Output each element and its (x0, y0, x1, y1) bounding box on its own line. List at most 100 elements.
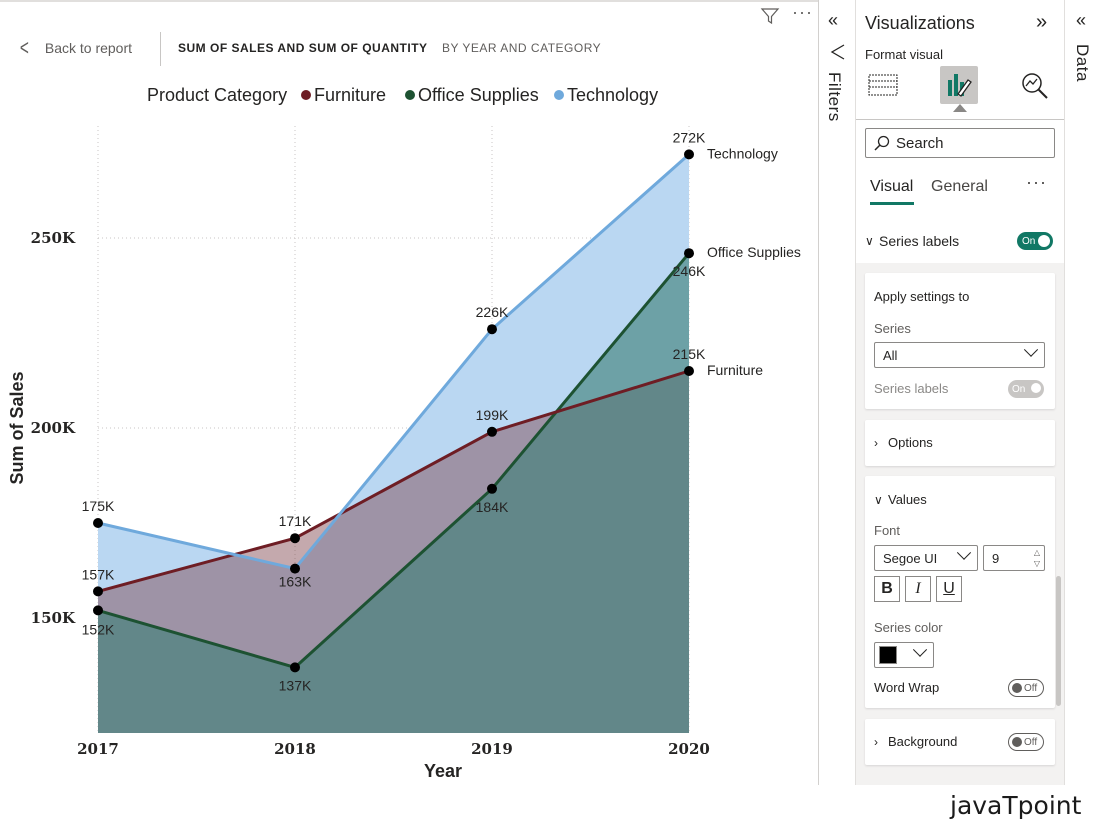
area-office-supplies (98, 253, 689, 733)
background-card[interactable]: › Background Off (865, 719, 1055, 765)
options-row: › Options (874, 435, 933, 450)
font-size-value: 9 (992, 550, 1000, 566)
legend-marker-office-supplies (405, 90, 415, 100)
point-technology (290, 563, 300, 574)
point-furniture (487, 426, 497, 437)
search-input[interactable] (896, 134, 1046, 152)
format-pane-scrollbar[interactable] (1056, 576, 1061, 706)
report-canvas: < Back to report SUM OF SALES AND SUM OF… (0, 0, 818, 781)
format-visual-tab[interactable] (940, 66, 978, 104)
bottom-strip (0, 785, 1100, 833)
legend-title: Product Category (147, 85, 287, 105)
line-technology (97, 153, 690, 571)
point-office-supplies (684, 248, 694, 259)
series-label-furniture: Furniture (707, 362, 763, 378)
visualizations-header: Visualizations » Format visual (856, 0, 1064, 120)
tab-visual[interactable]: Visual (870, 178, 914, 195)
series-label-office-supplies: Office Supplies (707, 244, 801, 260)
data-pane-label[interactable]: Data (1073, 44, 1092, 82)
values-card: ∨ Values Font Segoe UI 9 △ ▽ B I U Series … (865, 476, 1055, 708)
word-wrap-label: Word Wrap (874, 680, 940, 695)
paintbrush-chart-icon (948, 74, 972, 97)
series-color-label: Series color (874, 620, 943, 635)
apply-settings-card: Apply settings to Series All Series labe… (865, 273, 1055, 409)
background-toggle[interactable]: Off (1008, 733, 1044, 751)
series-labels-sub-toggle[interactable]: On (1008, 380, 1044, 398)
axes: 150K 200K 250K 2017 2018 2019 2020 Year Sum of S… (7, 229, 710, 781)
visual-filter-icon[interactable] (760, 6, 780, 26)
back-to-report-link[interactable]: < Back to report (18, 36, 132, 60)
data-label: 215K (673, 346, 706, 362)
font-label: Font (874, 523, 901, 538)
chevron-down-icon (1023, 342, 1039, 357)
format-search-box[interactable] (865, 128, 1055, 158)
build-visual-tab[interactable] (864, 66, 902, 104)
data-label: 199K (476, 407, 509, 423)
table-grid-icon (868, 74, 898, 96)
y-tick-label: 150K (31, 609, 76, 627)
visual-title: SUM OF SALES AND SUM OF QUANTITY (178, 41, 428, 55)
values-label: Values (888, 492, 927, 507)
format-visual-label: Format visual (865, 47, 944, 62)
series-color-picker[interactable] (874, 642, 934, 668)
filters-collapse-icon[interactable]: « (828, 10, 839, 30)
values-row[interactable]: ∨ Values (874, 492, 927, 507)
visualizations-pane: Visualizations » Format visual (856, 0, 1064, 785)
series-labels-sub-label: Series labels (874, 381, 949, 396)
chevron-down-icon (956, 545, 972, 560)
series-label-technology: Technology (707, 145, 778, 161)
data-label: 272K (673, 129, 706, 145)
area-layer (98, 154, 689, 733)
word-wrap-toggle[interactable]: Off (1008, 679, 1044, 697)
options-label: Options (888, 435, 933, 450)
line-layer (97, 153, 691, 669)
visual-subtitle: BY YEAR AND CATEGORY (442, 41, 602, 55)
filters-pane: « Filters (818, 0, 856, 785)
legend-item-office-supplies: Office Supplies (418, 85, 539, 105)
background-label: Background (888, 734, 958, 749)
visualizations-title: Visualizations (865, 13, 975, 33)
bold-button[interactable]: B (874, 576, 900, 602)
point-technology (684, 149, 694, 160)
series-dropdown[interactable]: All (874, 342, 1045, 368)
data-label: 175K (82, 498, 115, 514)
point-technology (487, 324, 497, 335)
options-card[interactable]: › Options (865, 420, 1055, 466)
point-office-supplies (93, 605, 103, 616)
analytics-tab[interactable] (1016, 66, 1054, 104)
y-tick-label: 250K (31, 229, 76, 247)
point-furniture (93, 586, 103, 597)
tab-general[interactable]: General (931, 178, 988, 195)
series-labels-toggle[interactable]: On (1017, 232, 1053, 250)
chevron-right-icon: › (874, 436, 878, 450)
area-chart: 157K171K199K215KFurniture152K137K184K246… (7, 85, 801, 781)
format-pane-body: Visual General ··· ∨ Series labels On Ap… (856, 120, 1064, 785)
search-icon (874, 135, 890, 151)
visual-more-options-icon[interactable]: ··· (792, 2, 813, 22)
series-labels-section[interactable]: ∨ Series labels On (865, 230, 1055, 252)
data-label: 157K (82, 566, 115, 582)
data-label: 184K (476, 499, 509, 515)
point-technology (93, 518, 103, 528)
visualizations-collapse-icon[interactable]: » (1036, 11, 1048, 33)
point-layer (93, 149, 694, 673)
y-axis-title: Sum of Sales (7, 371, 27, 484)
legend-marker-technology (554, 90, 564, 100)
font-size-stepper[interactable]: 9 △ ▽ (983, 545, 1045, 571)
data-label: 171K (279, 513, 312, 529)
x-axis-title: Year (424, 761, 462, 781)
font-family-dropdown[interactable]: Segoe UI (874, 545, 978, 571)
filters-pane-label[interactable]: Filters (825, 72, 844, 122)
magnifier-chart-icon (1022, 73, 1048, 99)
underline-button[interactable]: U (936, 576, 962, 602)
italic-button[interactable]: I (905, 576, 931, 602)
javatpoint-watermark-logo: javaTpoint (950, 791, 1082, 820)
selected-tab-indicator (953, 104, 967, 112)
data-collapse-icon[interactable]: « (1076, 10, 1087, 30)
legend-item-furniture: Furniture (314, 85, 386, 105)
legend: Product Category Furniture Office Supplies… (147, 85, 658, 105)
tabs-more-icon[interactable]: ··· (1026, 172, 1047, 192)
top-divider (0, 0, 818, 2)
stepper-arrows-icon[interactable]: △ ▽ (1033, 548, 1040, 568)
